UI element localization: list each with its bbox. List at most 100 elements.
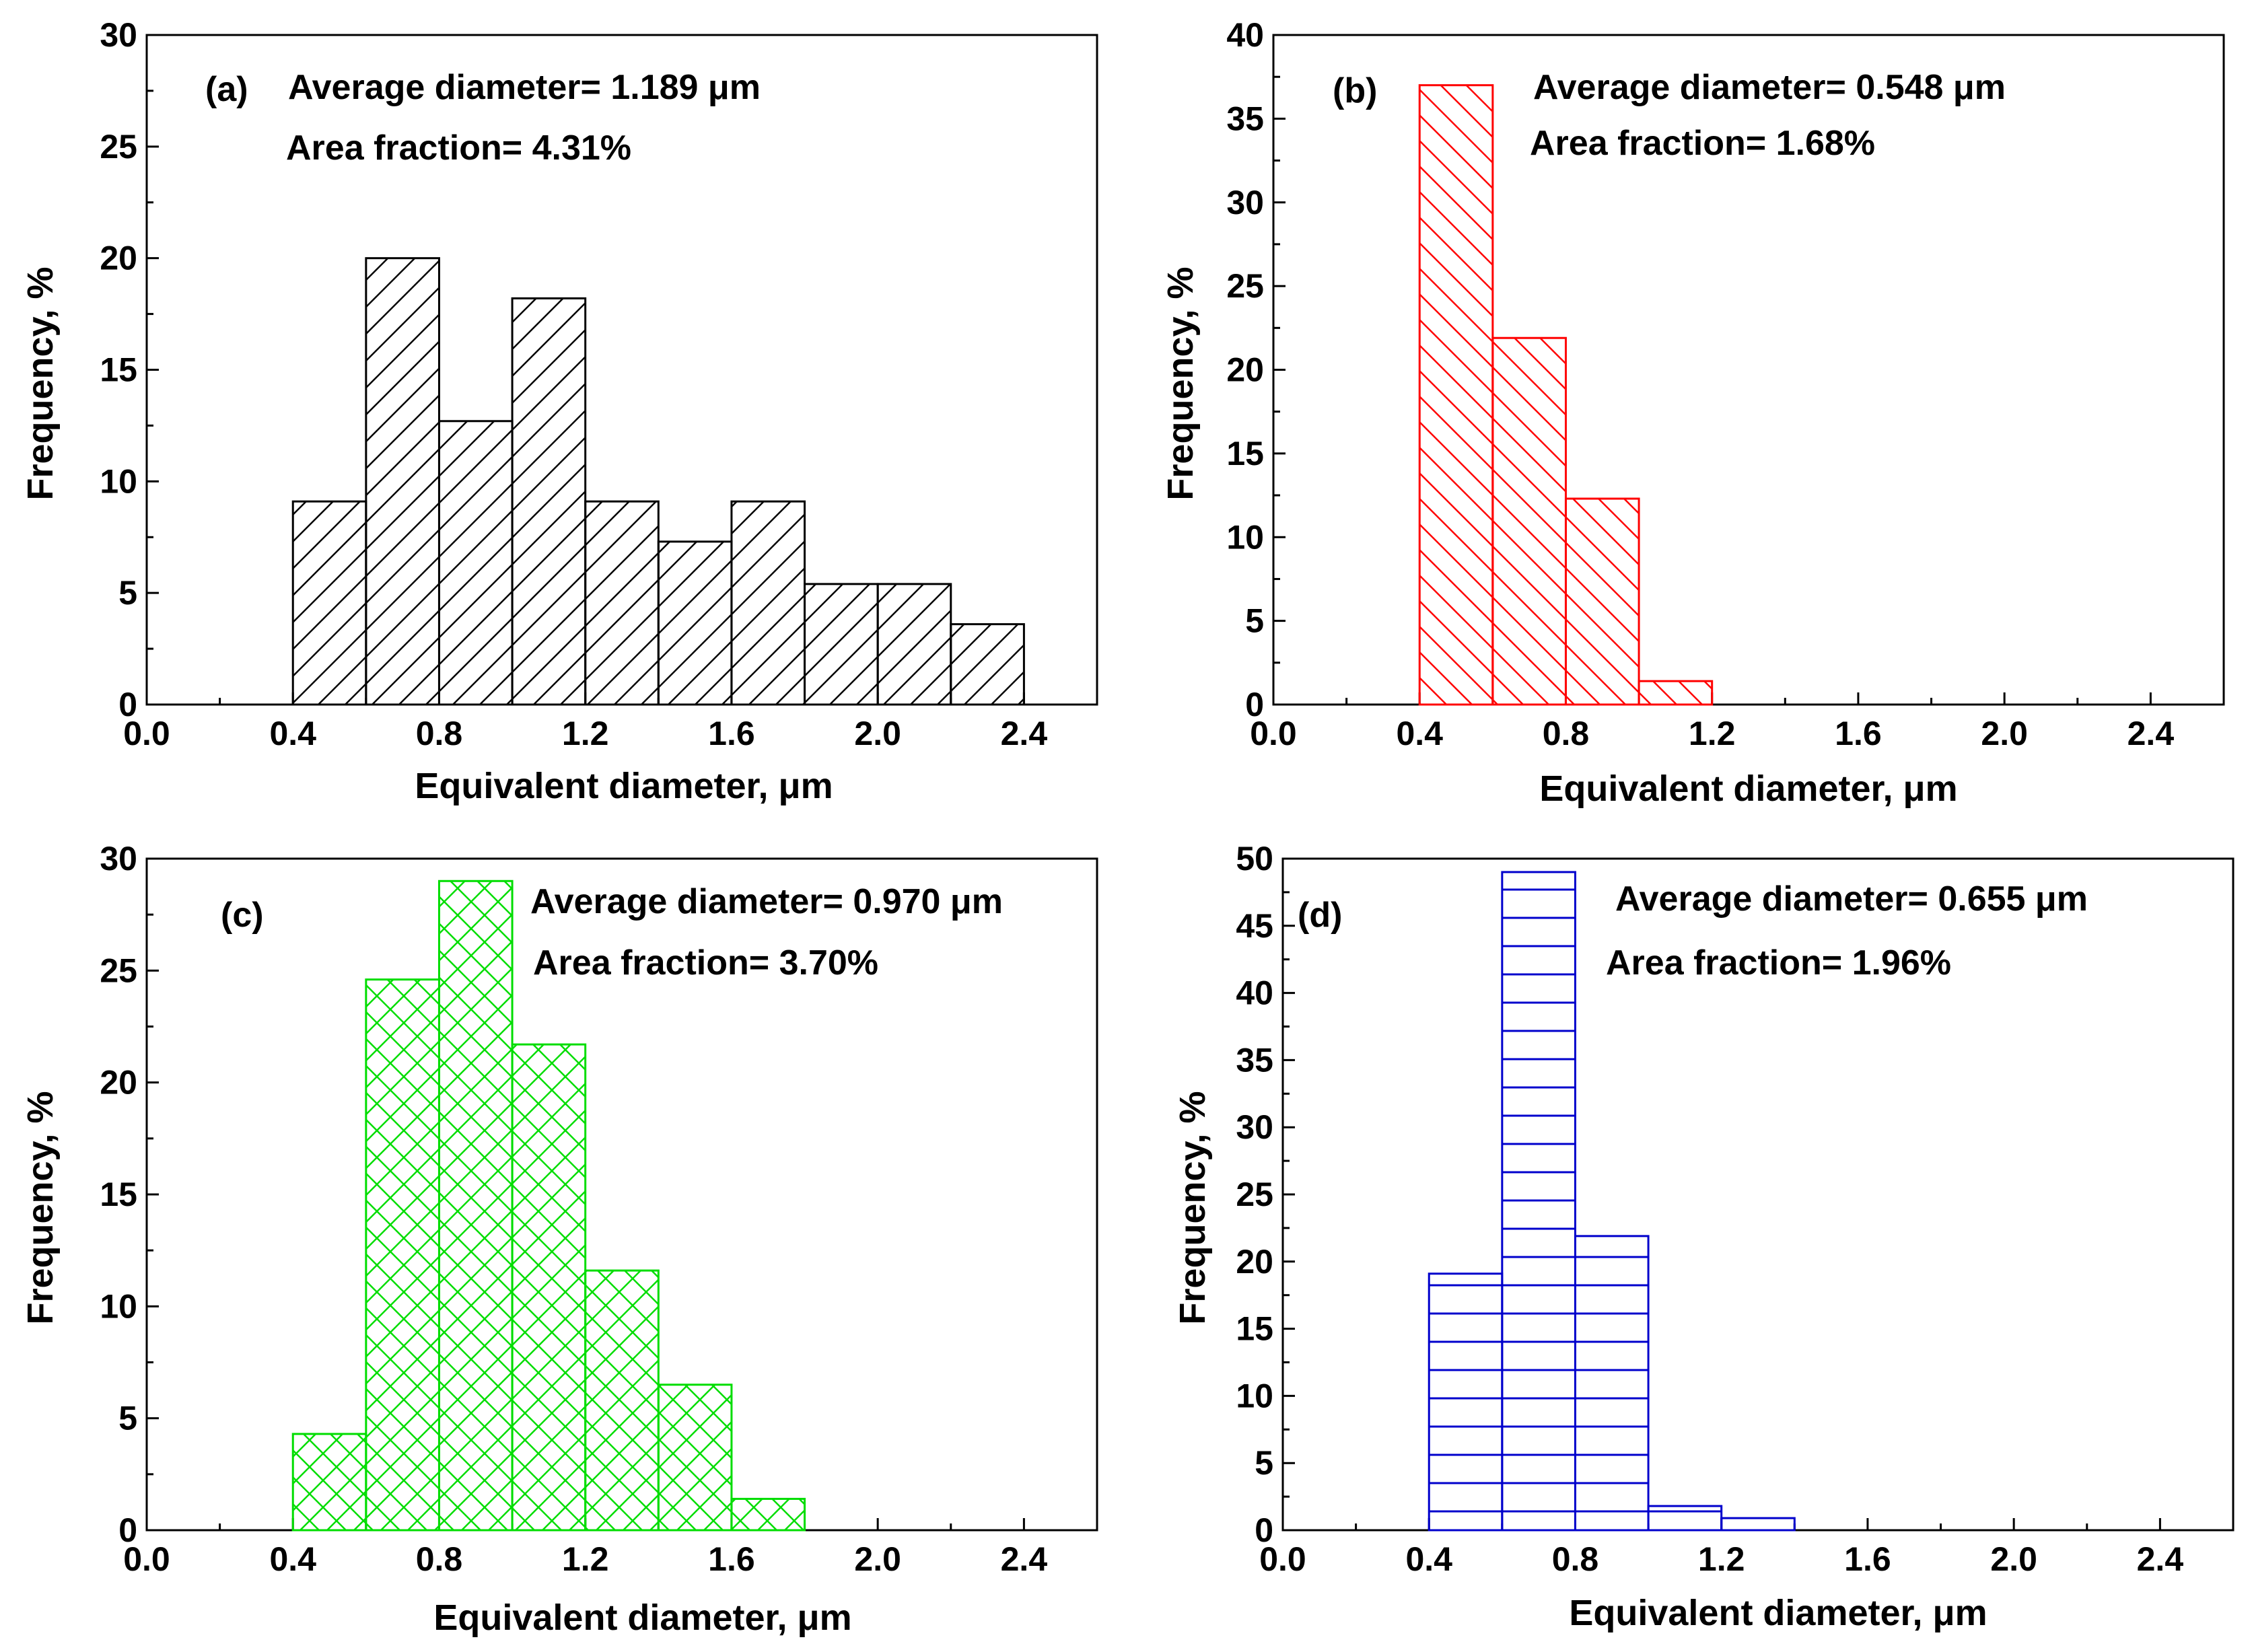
y-tick-label: 40	[1226, 16, 1264, 54]
y-tick-label: 45	[1236, 907, 1273, 945]
x-tick-label: 2.0	[1981, 715, 2028, 752]
x-tick-label: 0.0	[1250, 715, 1297, 752]
x-tick-label: 0.8	[1543, 715, 1590, 752]
x-tick-label: 0.8	[416, 1540, 463, 1578]
y-axis-title: Frequency, %	[1172, 1091, 1213, 1324]
panel-label: (d)	[1298, 896, 1342, 935]
histogram-bar	[584, 500, 660, 706]
x-tick-label: 0.4	[1396, 715, 1443, 752]
y-tick-label: 0	[1255, 1511, 1273, 1549]
y-tick-label: 5	[118, 574, 137, 612]
y-axis-title: Frequency, %	[1160, 266, 1201, 500]
histogram-bar	[511, 297, 587, 706]
y-tick-label: 50	[1236, 840, 1273, 877]
y-tick-label: 10	[100, 462, 137, 500]
histogram-panel-c: (c) Average diameter= 0.970 μm Area frac…	[20, 840, 1098, 1638]
histogram-bar	[1501, 871, 1576, 1532]
y-tick-label: 15	[100, 1176, 137, 1213]
histogram-bar	[876, 583, 952, 706]
y-tick-label: 30	[100, 840, 137, 877]
y-tick-label: 25	[1226, 267, 1264, 305]
y-tick-label: 5	[1245, 602, 1264, 640]
x-tick-label: 0.8	[416, 715, 463, 752]
histogram-bar	[291, 1433, 367, 1532]
y-tick-label: 10	[1236, 1377, 1273, 1414]
x-tick-label: 0.0	[1259, 1540, 1306, 1578]
x-axis-title: Equivalent diameter, μm	[415, 766, 833, 806]
x-tick-label: 2.0	[854, 715, 901, 752]
x-tick-label: 0.0	[123, 715, 170, 752]
y-tick-label: 20	[1236, 1243, 1273, 1281]
histogram-bar	[1418, 84, 1494, 706]
x-tick-label: 2.0	[1990, 1540, 2037, 1578]
x-tick-label: 0.4	[1405, 1540, 1452, 1578]
histogram-bar	[365, 978, 440, 1532]
y-tick-label: 5	[118, 1400, 137, 1437]
y-tick-label: 25	[100, 951, 137, 989]
histogram-bar	[730, 1497, 806, 1532]
x-tick-label: 1.2	[1698, 1540, 1745, 1578]
x-tick-label: 2.0	[854, 1540, 901, 1578]
x-tick-label: 0.0	[123, 1540, 170, 1578]
panel-label: (a)	[205, 70, 248, 109]
y-tick-label: 40	[1236, 974, 1273, 1012]
x-tick-label: 0.4	[269, 1540, 316, 1578]
x-tick-label: 1.6	[1844, 1540, 1891, 1578]
x-tick-label: 1.2	[1689, 715, 1736, 752]
x-axis-title: Equivalent diameter, μm	[1539, 768, 1957, 809]
histogram-bar	[437, 420, 514, 706]
panel-label: (b)	[1333, 71, 1377, 110]
histogram-bar	[1574, 1235, 1650, 1532]
panel-label: (c)	[221, 896, 264, 935]
y-tick-label: 15	[1236, 1310, 1273, 1348]
y-tick-label: 25	[1236, 1176, 1273, 1213]
annotation-average-diameter: Average diameter= 0.655 μm	[1615, 879, 2088, 919]
annotation-area-fraction: Area fraction= 4.31%	[286, 129, 631, 168]
x-tick-label: 2.4	[1001, 1540, 1048, 1578]
y-tick-label: 35	[1236, 1041, 1273, 1079]
histogram-bar	[511, 1043, 587, 1532]
y-axis-title: Frequency, %	[20, 266, 61, 500]
histogram-panel-a: (a) Average diameter= 1.189 μm Area frac…	[20, 16, 1098, 806]
y-tick-label: 0	[118, 1511, 137, 1549]
y-tick-label: 25	[100, 128, 137, 166]
y-tick-label: 20	[100, 240, 137, 277]
histogram-bar	[1638, 680, 1714, 706]
histogram-bar	[730, 500, 806, 706]
x-tick-label: 1.6	[708, 1540, 755, 1578]
x-tick-label: 2.4	[2137, 1540, 2184, 1578]
y-tick-label: 10	[1226, 518, 1264, 556]
histogram-bar	[804, 583, 879, 706]
y-tick-label: 30	[1226, 184, 1264, 221]
bars	[1428, 871, 1796, 1532]
histogram-panel-d: (d) Average diameter= 0.655 μm Area frac…	[1172, 840, 2235, 1633]
histogram-bar	[1564, 497, 1640, 706]
histogram-bar	[584, 1269, 660, 1532]
x-tick-label: 0.4	[269, 715, 316, 752]
bars	[1418, 84, 1714, 706]
y-tick-label: 30	[1236, 1108, 1273, 1146]
histogram-bar	[1647, 1505, 1723, 1532]
x-tick-label: 1.2	[562, 715, 609, 752]
bars	[291, 257, 1025, 706]
y-tick-label: 5	[1255, 1444, 1273, 1482]
histogram-bar	[657, 1384, 733, 1532]
x-tick-label: 1.2	[562, 1540, 609, 1578]
histogram-bar	[657, 540, 733, 706]
annotation-area-fraction: Area fraction= 1.96%	[1606, 943, 1951, 982]
histogram-bar	[1491, 336, 1567, 706]
histogram-panel-b: (b) Average diameter= 0.548 μm Area frac…	[1160, 16, 2225, 809]
y-tick-label: 35	[1226, 100, 1264, 137]
histogram-bar	[1720, 1517, 1796, 1532]
histogram-bar	[291, 500, 367, 706]
y-tick-label: 10	[100, 1287, 137, 1325]
x-tick-label: 2.4	[1001, 715, 1048, 752]
annotation-area-fraction: Area fraction= 3.70%	[533, 943, 878, 982]
histogram-bar	[437, 879, 514, 1532]
y-tick-label: 20	[100, 1064, 137, 1102]
y-tick-label: 30	[100, 16, 137, 54]
histogram-bar	[365, 257, 440, 706]
x-tick-label: 2.4	[2127, 715, 2175, 752]
annotation-average-diameter: Average diameter= 1.189 μm	[288, 68, 761, 107]
